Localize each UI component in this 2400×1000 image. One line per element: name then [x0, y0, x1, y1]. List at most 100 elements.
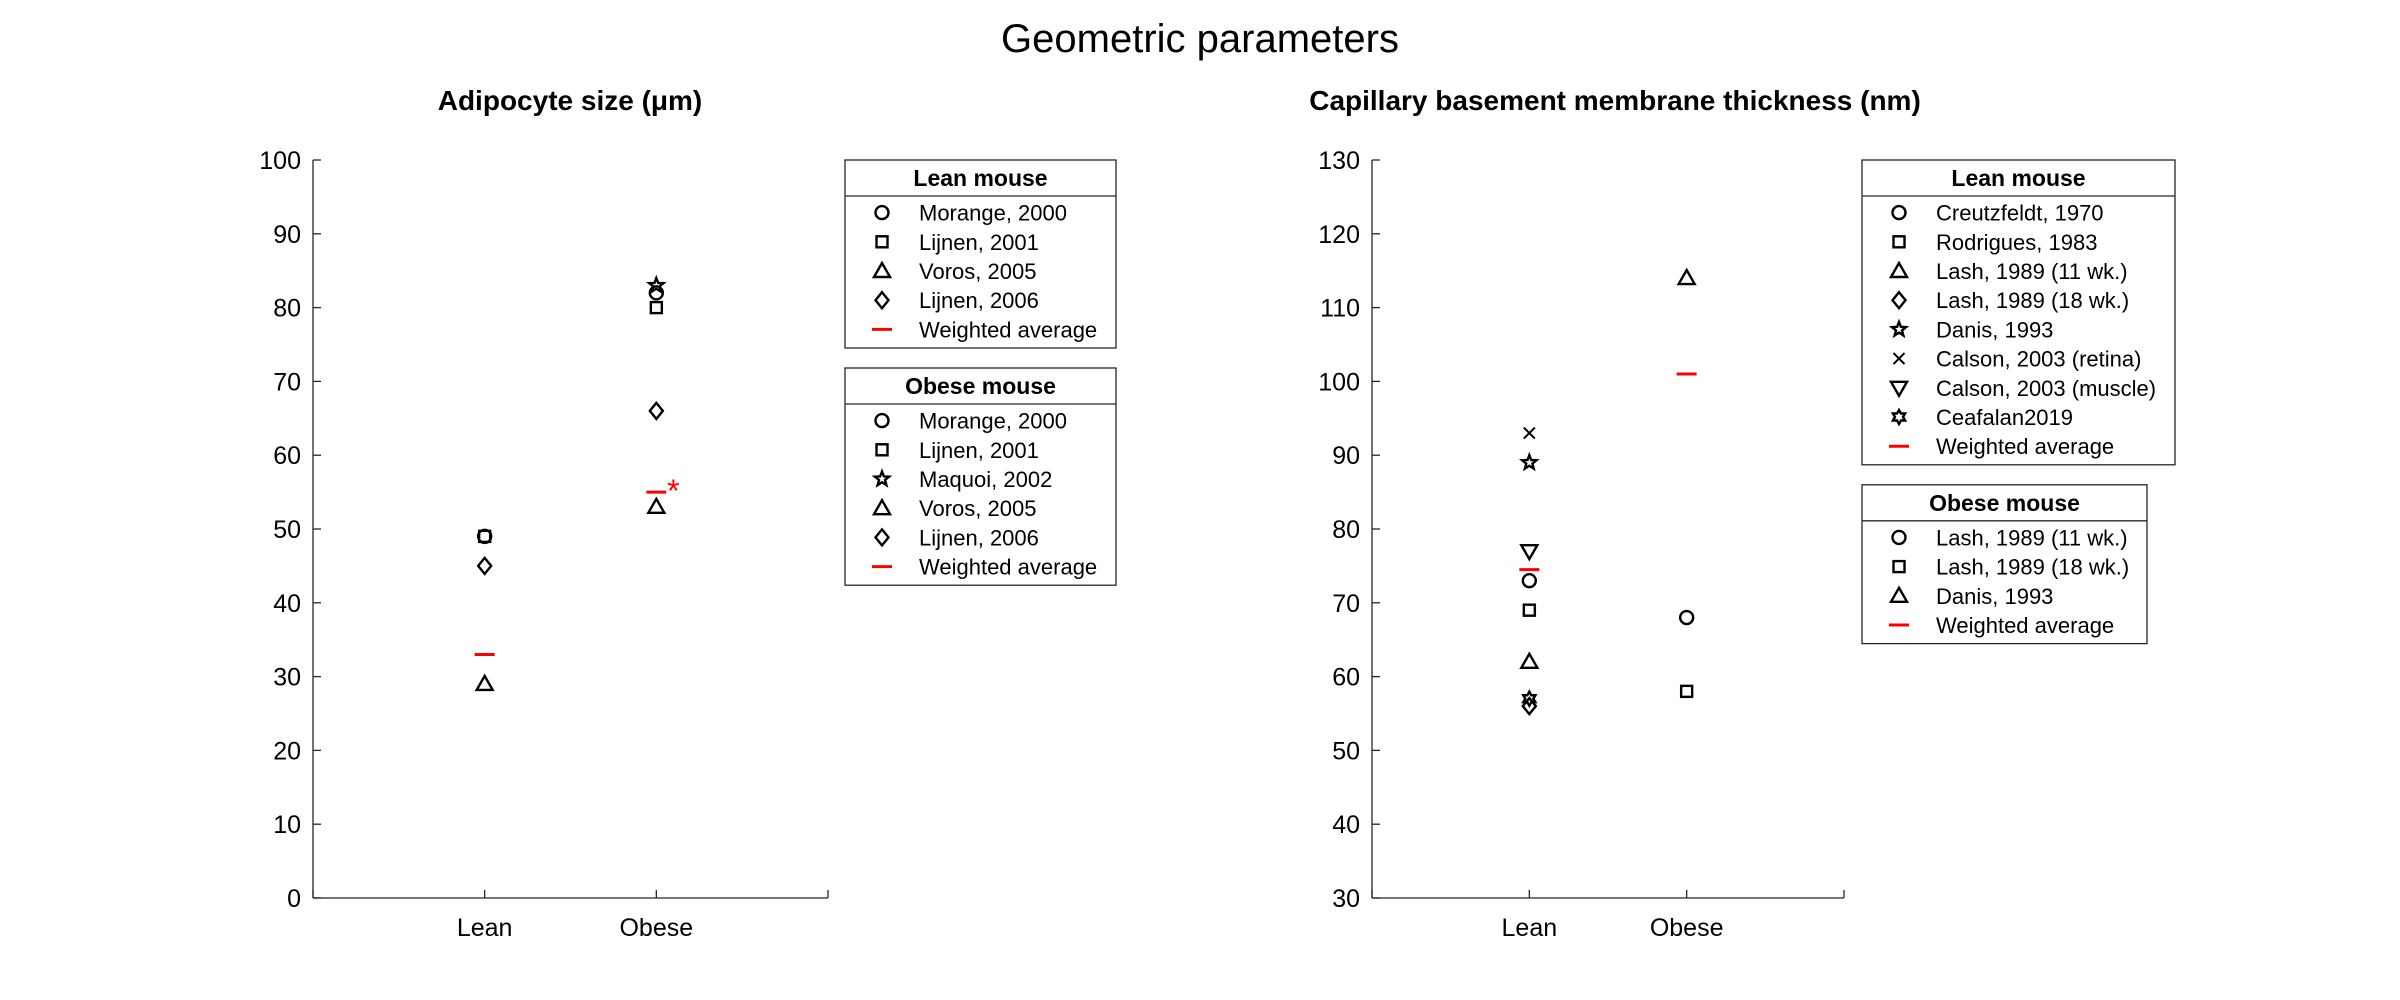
legend-marker-morange-2000: [874, 412, 890, 429]
legend-marker-calson-2003-retina: [1892, 352, 1906, 365]
legend-marker-lash-1989-18-wk: [1892, 559, 1906, 574]
axes: 0 10 20 30 40 50 60 70 80 90 100 Lean Obese: [259, 147, 829, 942]
y-tick-label: 50: [273, 516, 301, 544]
chart-title: Adipocyte size (μm): [438, 85, 703, 116]
legend-marker-lash-1989-11-wk: [1888, 260, 1910, 279]
legend-entry-label: Voros, 2005: [919, 496, 1036, 521]
legend-entry-label: Danis, 1993: [1936, 317, 2053, 342]
legend-title: Obese mouse: [1929, 490, 2080, 516]
point-lean-lash-1989-18-wk: [1521, 696, 1538, 717]
legend-obese-mouse: Obese mouse Morange, 2000 Lijnen, 2001 Maqu…: [844, 367, 1117, 586]
point-obese-lash-1989-11-wk: [1678, 609, 1695, 626]
data-marks: [474, 274, 667, 692]
legend-entry-label: Lijnen, 2006: [919, 288, 1039, 313]
x-tick-label: Lean: [1502, 914, 1558, 942]
point-lean-voros-2005: [474, 673, 495, 692]
legend-marker-lash-1989-18-wk: [1890, 290, 1908, 311]
point-lean-calson-2003-retina: [1523, 426, 1536, 440]
legend-marker-maquoi-2002: [871, 468, 893, 488]
y-tick-label: 60: [1332, 664, 1360, 692]
chart-panel-1: Adipocyte size (μm) 0 10 20 30 40 50 60 70 80 90 10…: [259, 85, 1117, 942]
figure-title: Geometric parameters: [1001, 17, 1399, 61]
legend-entry-label: Rodrigues, 1983: [1936, 230, 2097, 255]
legend-entry-label: Lijnen, 2006: [919, 525, 1039, 550]
y-tick-label: 10: [273, 811, 301, 839]
point-obese-voros-2005: [646, 496, 667, 515]
legend-marker-morange-2000: [874, 204, 890, 221]
legend-obese-mouse: Obese mouse Lash, 1989 (11 wk.) Lash, 1989…: [1861, 484, 2148, 645]
point-obese-lijnen-2001: [649, 300, 664, 315]
legend-entry-label: Weighted average: [1936, 613, 2114, 638]
legend-marker-voros-2005: [871, 260, 893, 279]
legend-entry-label: Calson, 2003 (retina): [1936, 347, 2141, 372]
legend-entry-label: Lash, 1989 (18 wk.): [1936, 288, 2129, 313]
legend-entry-label: Weighted average: [1936, 434, 2114, 459]
legend-entry-label: Calson, 2003 (muscle): [1936, 376, 2156, 401]
legend-entry-label: Lijnen, 2001: [919, 438, 1039, 463]
x-tick-label: Obese: [619, 914, 693, 942]
legend-box: [1861, 484, 2148, 645]
legend-marker-lijnen-2001: [875, 443, 889, 457]
y-tick-label: 0: [287, 885, 301, 913]
legend-entry-label: Lash, 1989 (11 wk.): [1936, 259, 2128, 284]
legend-marker-creutzfeldt-1970: [1891, 204, 1907, 221]
y-tick-label: 30: [1332, 885, 1360, 913]
point-obese-morange-2000: [648, 285, 665, 301]
legend-marker-calson-2003-muscle: [1888, 380, 1910, 399]
point-lean-lash-1989-11-wk: [1519, 651, 1540, 670]
legend-marker-danis-1993: [1888, 318, 1910, 339]
legend-entry-label: Lijnen, 2001: [919, 230, 1039, 255]
data-marks: [1519, 267, 1697, 717]
legend-entry-label: Morange, 2000: [919, 409, 1067, 434]
y-tick-label: 30: [273, 664, 301, 692]
legend-entry-label: Weighted average: [919, 555, 1097, 580]
legend-entry-label: Ceafalan2019: [1936, 405, 2073, 430]
y-tick-label: 120: [1318, 221, 1360, 249]
legend-title: Lean mouse: [913, 165, 1047, 191]
legend-lean-mouse: Lean mouse Creutzfeldt, 1970 Rodrigues, 19…: [1861, 159, 2176, 466]
legend-entry-label: Danis, 1993: [1936, 584, 2053, 609]
legend-lean-mouse: Lean mouse Morange, 2000 Lijnen, 2001 Voros…: [844, 159, 1117, 349]
legend-box: [1861, 159, 2176, 466]
y-tick-label: 70: [273, 368, 301, 396]
y-tick-label: 90: [273, 221, 301, 249]
legend-entry-label: Weighted average: [919, 317, 1097, 342]
legend-marker-rodrigues-1983: [1892, 235, 1906, 249]
y-tick-label: 100: [1318, 368, 1360, 396]
legend-marker-lijnen-2006: [873, 290, 891, 311]
panels: Adipocyte size (μm) 0 10 20 30 40 50 60 70 80 90 10…: [259, 85, 2176, 942]
legend-entry-label: Morange, 2000: [919, 201, 1067, 226]
legend-entry-label: Lash, 1989 (18 wk.): [1936, 555, 2129, 580]
y-tick-label: 40: [1332, 811, 1360, 839]
legend-marker-danis-1993: [1888, 585, 1910, 603]
legend-entry-label: Maquoi, 2002: [919, 467, 1052, 492]
point-obese-maquoi-2002: [645, 274, 667, 295]
axes: 30 40 50 60 70 80 90 100 110 120 130 Lean Obese: [1318, 147, 1845, 942]
point-lean-creutzfeldt-1970: [1521, 572, 1538, 589]
chart-panel-2: Capillary basement membrane thickness (n…: [1309, 85, 2176, 942]
point-obese-danis-1993: [1676, 267, 1697, 286]
legend-title: Lean mouse: [1951, 165, 2085, 191]
legend-entry-label: Voros, 2005: [919, 259, 1036, 284]
legend-marker-voros-2005: [871, 497, 893, 516]
y-tick-label: 70: [1332, 590, 1360, 618]
point-lean-lijnen-2001: [477, 529, 492, 544]
legend-entry-label: Creutzfeldt, 1970: [1936, 201, 2104, 226]
y-tick-label: 20: [273, 737, 301, 765]
legend-marker-lash-1989-11-wk: [1891, 529, 1907, 546]
point-lean-ceafalan2019: [1521, 689, 1538, 709]
significance-asterisk: *: [667, 473, 679, 509]
point-lean-danis-1993: [1519, 451, 1540, 472]
y-tick-label: 50: [1332, 737, 1360, 765]
point-lean-lijnen-2006: [476, 555, 493, 576]
legend-marker-lijnen-2006: [873, 527, 891, 548]
y-tick-label: 130: [1318, 147, 1360, 175]
legend-entry-label: Lash, 1989 (11 wk.): [1936, 525, 2128, 550]
y-tick-label: 110: [1320, 295, 1360, 323]
legend-marker-lijnen-2001: [875, 235, 889, 249]
y-tick-label: 100: [259, 147, 301, 175]
point-lean-calson-2003-muscle: [1519, 543, 1540, 562]
y-tick-label: 80: [273, 295, 301, 323]
x-tick-label: Lean: [457, 914, 513, 942]
